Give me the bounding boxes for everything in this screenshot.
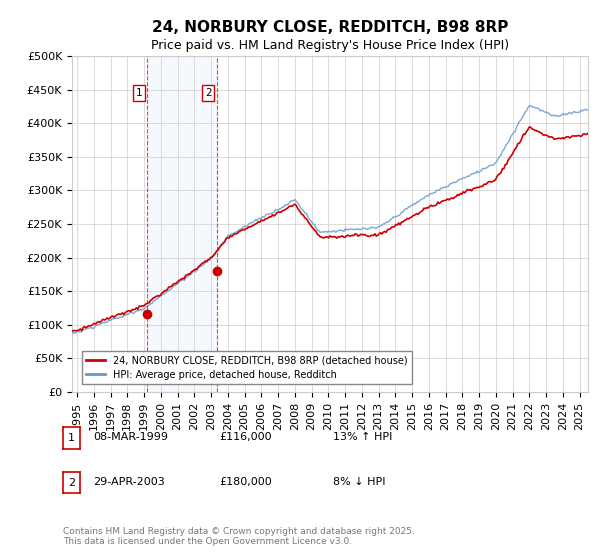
Text: 08-MAR-1999: 08-MAR-1999: [93, 432, 168, 442]
Text: Contains HM Land Registry data © Crown copyright and database right 2025.
This d: Contains HM Land Registry data © Crown c…: [63, 526, 415, 546]
Text: 1: 1: [68, 433, 75, 443]
Text: 13% ↑ HPI: 13% ↑ HPI: [333, 432, 392, 442]
Bar: [147, 56, 217, 392]
Text: Price paid vs. HM Land Registry's House Price Index (HPI): Price paid vs. HM Land Registry's House …: [151, 39, 509, 52]
Legend: 24, NORBURY CLOSE, REDDITCH, B98 8RP (detached house), HPI: Average price, detac: 24, NORBURY CLOSE, REDDITCH, B98 8RP (de…: [82, 351, 412, 384]
Text: 2: 2: [68, 478, 75, 488]
Text: 8% ↓ HPI: 8% ↓ HPI: [333, 477, 386, 487]
Text: 2: 2: [205, 88, 212, 98]
Text: 29-APR-2003: 29-APR-2003: [93, 477, 165, 487]
Text: £180,000: £180,000: [219, 477, 272, 487]
Text: 24, NORBURY CLOSE, REDDITCH, B98 8RP: 24, NORBURY CLOSE, REDDITCH, B98 8RP: [152, 20, 508, 35]
Text: £116,000: £116,000: [219, 432, 272, 442]
Text: 1: 1: [136, 88, 142, 98]
